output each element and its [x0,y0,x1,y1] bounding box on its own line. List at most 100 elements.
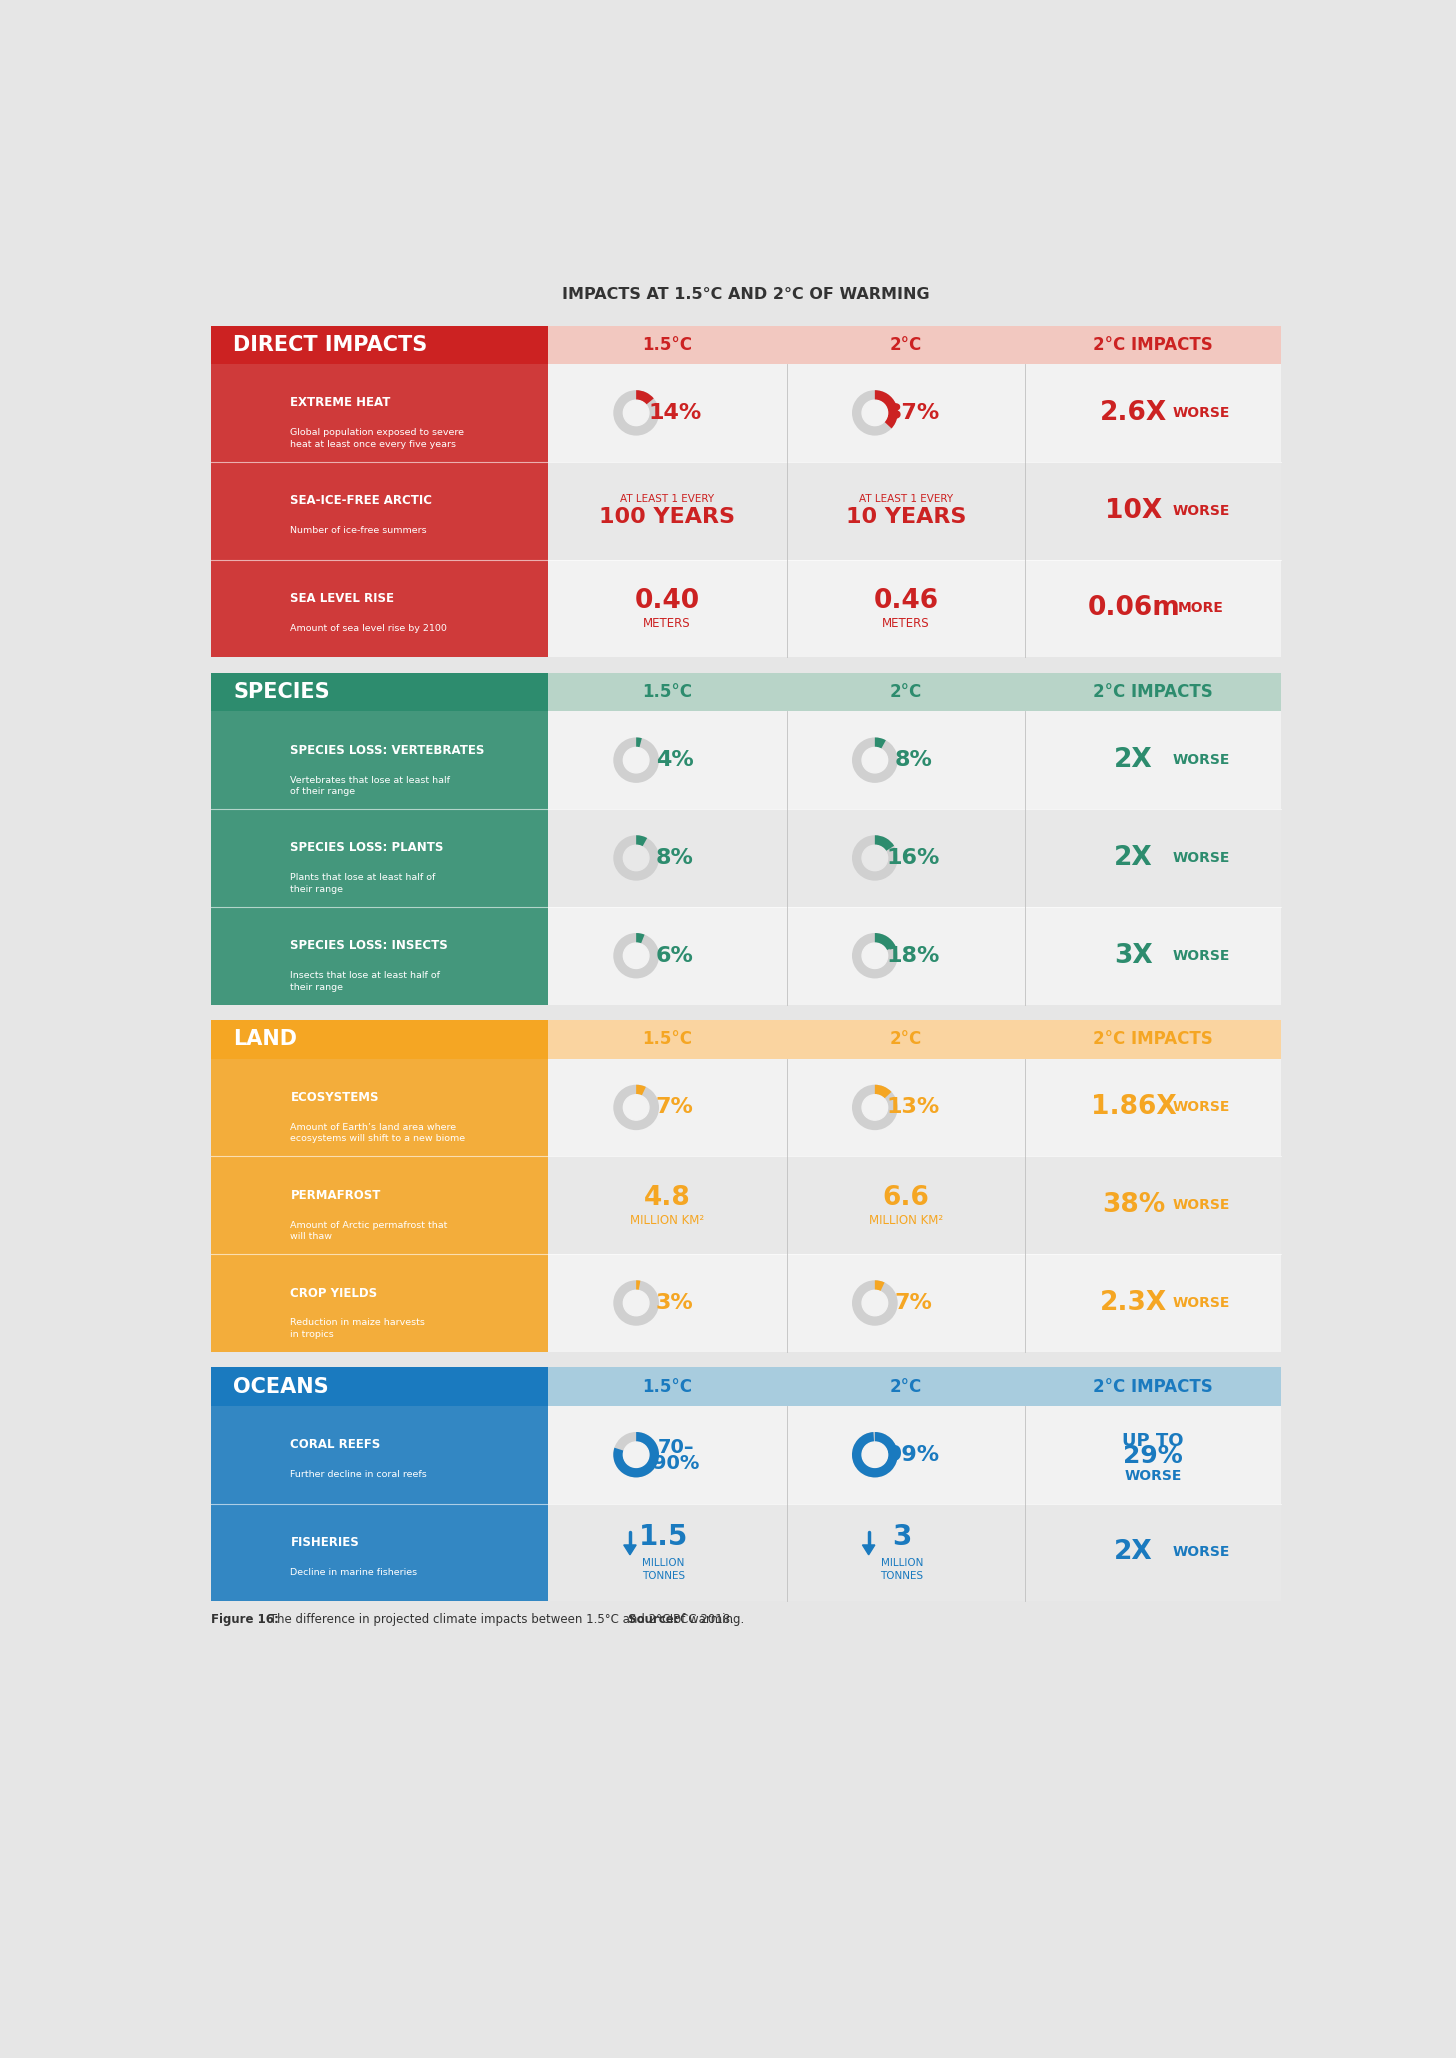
Wedge shape [613,1085,660,1130]
FancyBboxPatch shape [211,1021,547,1058]
Text: 2°C IMPACTS: 2°C IMPACTS [1093,1377,1213,1395]
Circle shape [623,846,649,871]
Text: 1.86X: 1.86X [1091,1095,1176,1120]
FancyBboxPatch shape [547,1406,786,1504]
FancyBboxPatch shape [786,560,1025,657]
Text: 2°C IMPACTS: 2°C IMPACTS [1093,335,1213,354]
Text: MILLION
TONNES: MILLION TONNES [642,1558,684,1581]
FancyBboxPatch shape [547,461,786,560]
Text: CROP YIELDS: CROP YIELDS [291,1286,377,1299]
Text: Source:: Source: [623,1613,678,1626]
FancyBboxPatch shape [547,560,786,657]
FancyBboxPatch shape [547,1367,1281,1406]
FancyBboxPatch shape [1025,809,1281,908]
Text: 1.5: 1.5 [639,1523,689,1552]
Wedge shape [875,1085,891,1099]
Wedge shape [852,1432,898,1478]
FancyBboxPatch shape [547,809,786,908]
Circle shape [623,747,649,774]
Text: Global population exposed to severe
heat at least once every five years: Global population exposed to severe heat… [291,428,464,449]
Text: 4.8: 4.8 [644,1185,690,1210]
FancyBboxPatch shape [786,1253,1025,1352]
Polygon shape [623,1546,636,1554]
Text: Amount of sea level rise by 2100: Amount of sea level rise by 2100 [291,624,447,634]
Circle shape [623,1443,649,1467]
Text: WORSE: WORSE [1172,753,1230,768]
Text: 2°C: 2°C [890,335,922,354]
Text: Decline in marine fisheries: Decline in marine fisheries [291,1568,418,1576]
FancyBboxPatch shape [211,1406,547,1504]
Text: 0.06m: 0.06m [1088,595,1179,622]
Text: 7%: 7% [894,1292,932,1313]
Text: SEA LEVEL RISE: SEA LEVEL RISE [291,593,395,605]
FancyBboxPatch shape [547,1253,786,1352]
Circle shape [623,1095,649,1120]
Text: 6%: 6% [657,947,695,965]
FancyBboxPatch shape [211,712,547,809]
Wedge shape [852,737,898,782]
Wedge shape [636,737,642,747]
Text: 3X: 3X [1114,943,1153,969]
Circle shape [623,943,649,969]
FancyBboxPatch shape [786,1058,1025,1157]
Text: WORSE: WORSE [1172,1101,1230,1115]
Text: 29%: 29% [1123,1445,1182,1467]
FancyBboxPatch shape [786,1406,1025,1504]
Text: AT LEAST 1 EVERY: AT LEAST 1 EVERY [859,494,952,504]
Text: 2°C IMPACTS: 2°C IMPACTS [1093,683,1213,702]
Wedge shape [852,932,898,978]
FancyBboxPatch shape [1025,1058,1281,1157]
Circle shape [862,943,888,969]
Text: WORSE: WORSE [1172,1198,1230,1212]
Wedge shape [613,836,660,881]
FancyBboxPatch shape [786,1157,1025,1253]
FancyBboxPatch shape [211,364,547,461]
Wedge shape [613,1280,660,1325]
Wedge shape [875,391,898,428]
Text: 70–: 70– [658,1439,695,1457]
Text: CORAL REEFS: CORAL REEFS [291,1439,381,1451]
FancyBboxPatch shape [786,461,1025,560]
FancyBboxPatch shape [547,1058,786,1157]
Text: PERMAFROST: PERMAFROST [291,1190,381,1202]
Text: 1.5°C: 1.5°C [642,683,692,702]
Text: IPCC 2018.: IPCC 2018. [667,1613,734,1626]
FancyBboxPatch shape [211,1157,547,1253]
Text: LAND: LAND [233,1029,297,1050]
Text: DIRECT IMPACTS: DIRECT IMPACTS [233,335,428,354]
FancyBboxPatch shape [1025,1504,1281,1601]
Text: 99%: 99% [887,1445,941,1465]
FancyBboxPatch shape [547,1157,786,1253]
Text: 16%: 16% [887,848,941,868]
Wedge shape [852,1280,898,1325]
FancyBboxPatch shape [786,809,1025,908]
FancyBboxPatch shape [211,461,547,560]
Wedge shape [875,932,895,951]
Text: 2X: 2X [1114,846,1153,871]
FancyBboxPatch shape [547,325,1281,364]
Wedge shape [852,836,898,881]
Circle shape [862,1443,888,1467]
Circle shape [623,1290,649,1315]
Text: SPECIES LOSS: INSECTS: SPECIES LOSS: INSECTS [291,938,448,953]
FancyBboxPatch shape [211,908,547,1004]
Text: WORSE: WORSE [1172,949,1230,963]
Text: MILLION KM²: MILLION KM² [869,1214,943,1227]
Circle shape [862,1290,888,1315]
Wedge shape [852,391,898,436]
Wedge shape [875,737,885,749]
Text: Vertebrates that lose at least half
of their range: Vertebrates that lose at least half of t… [291,776,450,796]
Text: UP TO: UP TO [1123,1432,1184,1449]
Wedge shape [613,391,660,436]
Text: 2°C IMPACTS: 2°C IMPACTS [1093,1031,1213,1048]
Text: 2X: 2X [1114,1539,1153,1566]
Wedge shape [613,737,660,782]
FancyBboxPatch shape [547,908,786,1004]
FancyBboxPatch shape [1025,461,1281,560]
Text: METERS: METERS [882,617,930,630]
FancyBboxPatch shape [211,1504,547,1601]
Wedge shape [636,1085,646,1097]
FancyBboxPatch shape [1025,560,1281,657]
Text: Figure 16:: Figure 16: [211,1613,280,1626]
Text: The difference in projected climate impacts between 1.5°C and 2°C of warming.: The difference in projected climate impa… [265,1613,744,1626]
